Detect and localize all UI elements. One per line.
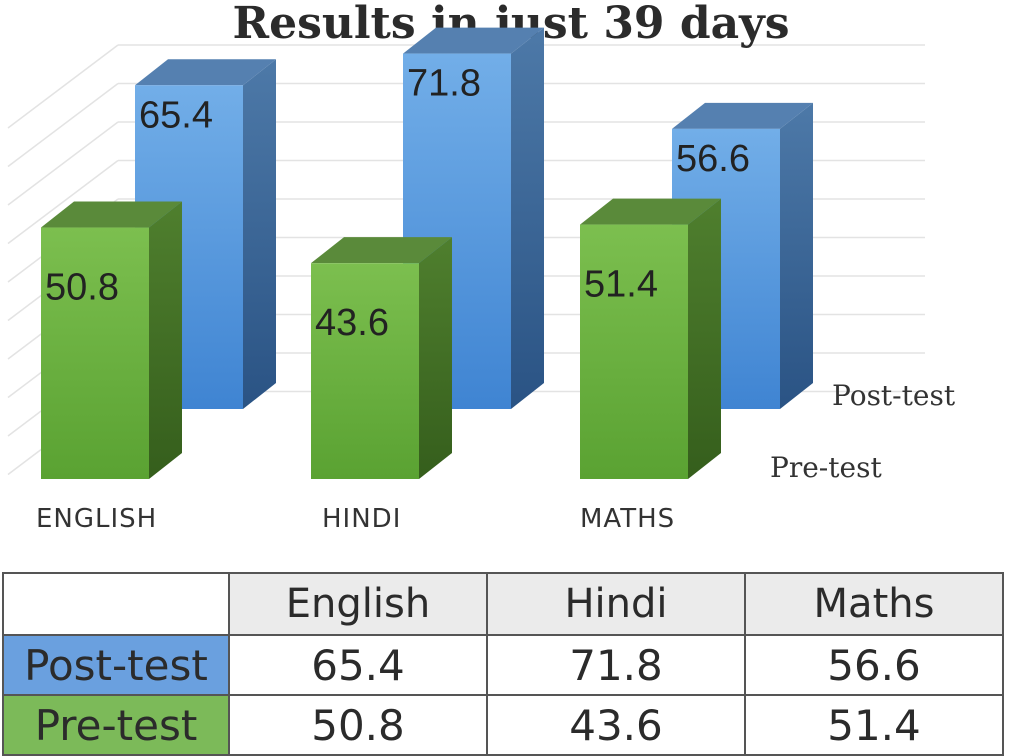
bar-value-label: 51.4 [584, 264, 658, 306]
results-table: English Hindi Maths Post-test 65.4 71.8 … [2, 572, 1004, 756]
table-cell: 51.4 [744, 694, 1004, 756]
legend-post-test: Post-test [832, 379, 956, 412]
legend-pre-test: Pre-test [770, 451, 882, 484]
table-cell: 43.6 [486, 694, 746, 756]
bar-value-label: 50.8 [45, 267, 119, 309]
table-header-english: English [228, 572, 488, 636]
table-header-hindi: Hindi [486, 572, 746, 636]
pre-test-bar-maths: 51.4 [580, 198, 721, 479]
table-cell: 50.8 [228, 694, 488, 756]
pre-test-bar-english: 50.8 [41, 201, 182, 480]
bar-value-label: 71.8 [407, 63, 481, 105]
category-label-maths: MATHS [580, 504, 675, 534]
bar-value-label: 65.4 [139, 94, 213, 136]
pre-test-bar-hindi: 43.6 [311, 237, 452, 479]
bar-value-label: 43.6 [315, 302, 389, 344]
table-row-pre-test: Pre-test 50.8 43.6 51.4 [2, 694, 1004, 756]
table-cell: 56.6 [744, 634, 1004, 696]
table-row-label: Pre-test [2, 694, 230, 756]
table-row-post-test: Post-test 65.4 71.8 56.6 [2, 634, 1004, 696]
table-row-label: Post-test [2, 634, 230, 696]
table-header-row: English Hindi Maths [2, 572, 1004, 636]
table-cell: 65.4 [228, 634, 488, 696]
table-cell: 71.8 [486, 634, 746, 696]
category-label-hindi: HINDI [322, 504, 401, 534]
bar-value-label: 56.6 [676, 138, 750, 180]
category-label-english: ENGLISH [36, 504, 157, 534]
table-header-maths: Maths [744, 572, 1004, 636]
table-corner-cell [2, 572, 230, 636]
bar-chart: Results in just 39 days 65.471.856.650.8… [7, 0, 956, 534]
